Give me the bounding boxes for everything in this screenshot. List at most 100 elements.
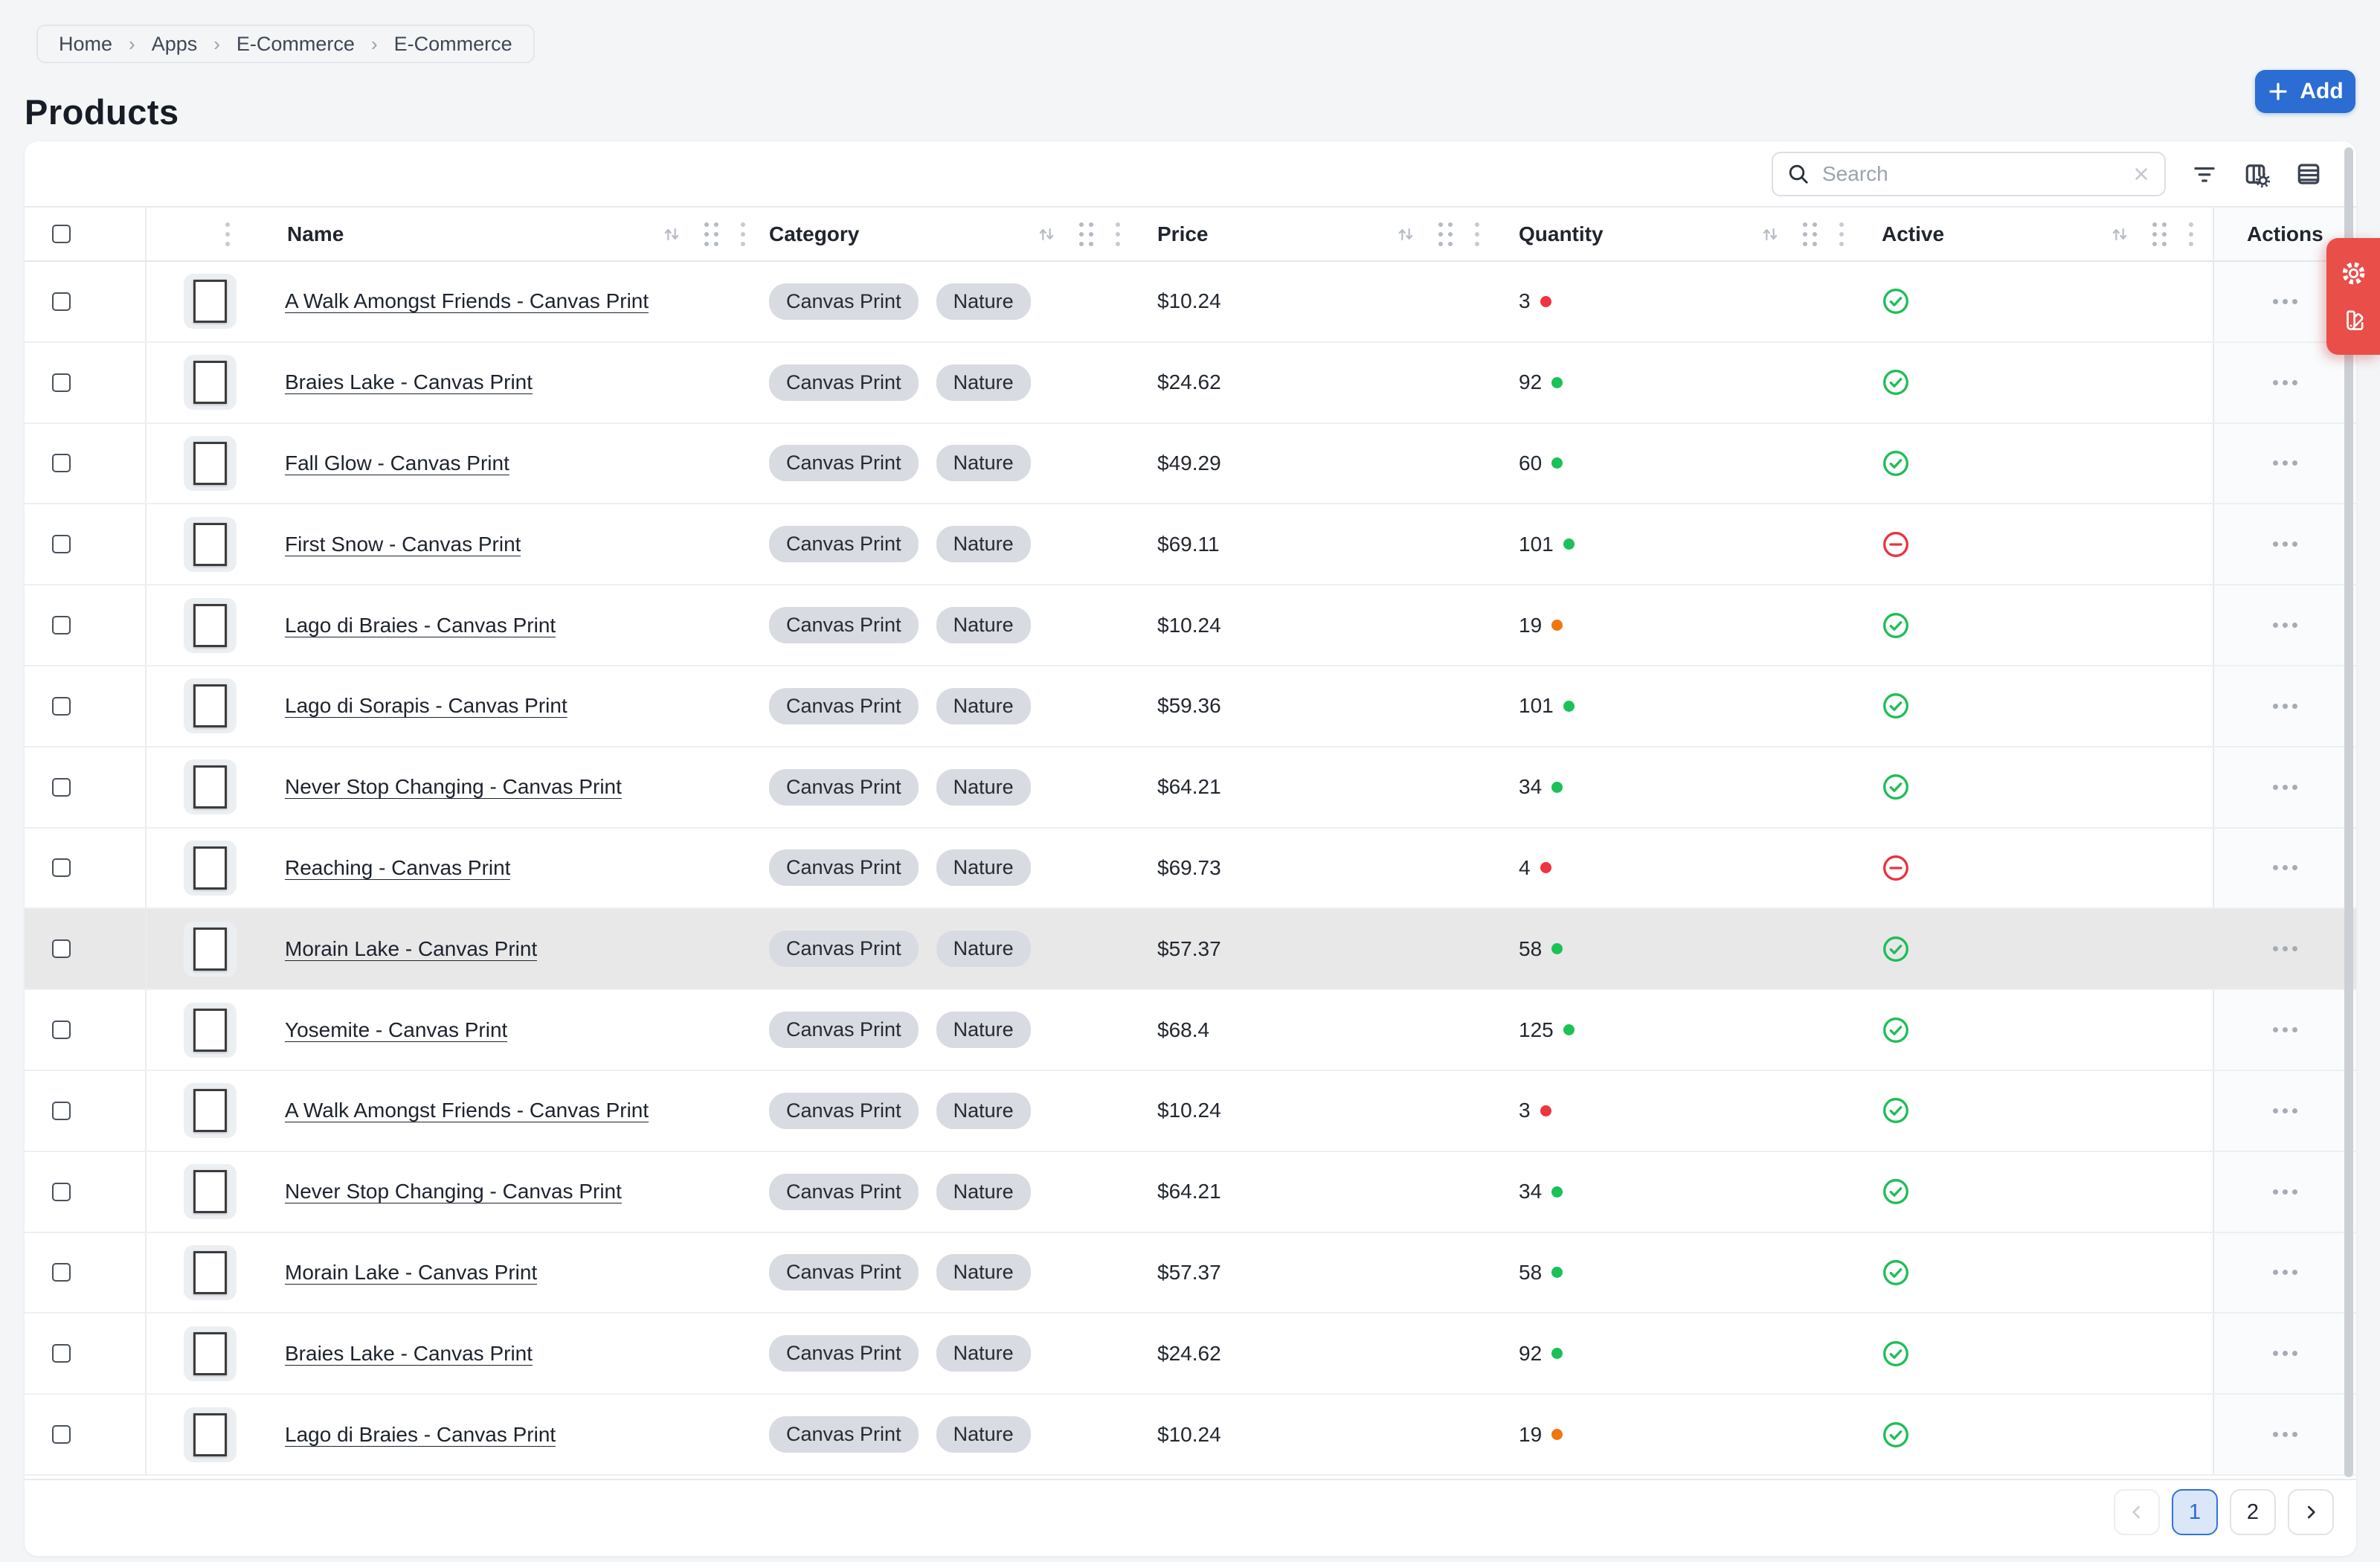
sort-icon[interactable] [1395, 224, 1416, 245]
filter-icon[interactable] [2191, 161, 2218, 187]
sort-icon[interactable] [2109, 224, 2130, 245]
active-check-icon[interactable] [1882, 692, 1910, 720]
inactive-minus-icon[interactable] [1882, 854, 1910, 882]
row-checkbox[interactable] [52, 535, 71, 554]
row-actions-menu-icon[interactable] [2273, 460, 2297, 466]
table-row[interactable]: Fall Glow - Canvas Print Canvas Print Nat… [25, 423, 2356, 505]
row-checkbox[interactable] [52, 373, 71, 392]
active-check-icon[interactable] [1882, 1340, 1910, 1368]
row-actions-menu-icon[interactable] [2273, 1432, 2297, 1438]
table-row[interactable]: First Snow - Canvas Print Canvas Print Na… [25, 504, 2356, 586]
table-row[interactable]: A Walk Amongst Friends - Canvas Print Ca… [25, 262, 2356, 343]
active-check-icon[interactable] [1882, 611, 1910, 640]
row-checkbox[interactable] [52, 292, 71, 311]
row-actions-menu-icon[interactable] [2273, 1189, 2297, 1195]
settings-gear-icon[interactable] [2341, 260, 2367, 286]
table-rows-icon[interactable] [2295, 161, 2322, 187]
active-check-icon[interactable] [1882, 773, 1910, 801]
product-name-link[interactable]: Lago di Braies - Canvas Print [285, 613, 556, 637]
header-price[interactable]: Price [1139, 208, 1499, 260]
columns-settings-icon[interactable] [2243, 161, 2270, 187]
active-check-icon[interactable] [1882, 935, 1910, 963]
row-actions-menu-icon[interactable] [2273, 865, 2297, 871]
breadcrumb-item[interactable]: Apps [151, 32, 198, 55]
row-actions-menu-icon[interactable] [2273, 623, 2297, 629]
product-name-link[interactable]: Braies Lake - Canvas Print [285, 370, 533, 394]
select-all-checkbox[interactable] [52, 225, 71, 243]
table-row[interactable]: Never Stop Changing - Canvas Print Canva… [25, 747, 2356, 829]
active-check-icon[interactable] [1882, 1096, 1910, 1125]
row-checkbox[interactable] [52, 1021, 71, 1040]
product-name-link[interactable]: Morain Lake - Canvas Print [285, 936, 538, 960]
row-actions-menu-icon[interactable] [2273, 1027, 2297, 1033]
column-menu-icon[interactable] [1839, 222, 1844, 246]
clear-search-icon[interactable] [2132, 164, 2151, 184]
table-row[interactable]: Lago di Braies - Canvas Print Canvas Pri… [25, 1395, 2356, 1476]
page-button-1[interactable]: 1 [2172, 1489, 2218, 1535]
row-checkbox[interactable] [52, 1182, 71, 1201]
product-name-link[interactable]: Never Stop Changing - Canvas Print [285, 775, 622, 799]
row-checkbox[interactable] [52, 939, 71, 959]
product-name-link[interactable]: Fall Glow - Canvas Print [285, 451, 509, 475]
table-row[interactable]: A Walk Amongst Friends - Canvas Print Ca… [25, 1070, 2356, 1152]
column-menu-icon[interactable] [1116, 222, 1120, 246]
row-checkbox[interactable] [52, 1425, 71, 1444]
product-name-link[interactable]: Never Stop Changing - Canvas Print [285, 1180, 622, 1203]
sort-icon[interactable] [661, 224, 682, 245]
table-row[interactable]: Morain Lake - Canvas Print Canvas Print N… [25, 909, 2356, 991]
row-actions-menu-icon[interactable] [2273, 703, 2297, 709]
product-name-link[interactable]: Braies Lake - Canvas Print [285, 1341, 533, 1365]
row-actions-menu-icon[interactable] [2273, 1270, 2297, 1276]
product-name-link[interactable]: Yosemite - Canvas Print [285, 1018, 508, 1041]
product-name-link[interactable]: Reaching - Canvas Print [285, 855, 511, 879]
row-checkbox[interactable] [52, 1344, 71, 1363]
column-menu-icon[interactable] [2189, 222, 2193, 246]
product-name-link[interactable]: Lago di Sorapis - Canvas Print [285, 694, 567, 718]
active-check-icon[interactable] [1882, 287, 1910, 315]
column-menu-icon[interactable] [225, 222, 230, 246]
column-menu-icon[interactable] [1475, 222, 1479, 246]
sort-icon[interactable] [1760, 224, 1781, 245]
row-checkbox[interactable] [52, 454, 71, 473]
row-actions-menu-icon[interactable] [2273, 946, 2297, 952]
breadcrumb-item[interactable]: E-Commerce [393, 32, 512, 55]
drag-handle-icon[interactable] [1438, 222, 1453, 246]
search-input[interactable] [1821, 161, 2132, 187]
column-menu-icon[interactable] [741, 222, 745, 246]
page-button-2[interactable]: 2 [2230, 1489, 2276, 1535]
table-row[interactable]: Yosemite - Canvas Print Canvas Print Natu… [25, 990, 2356, 1071]
table-row[interactable]: Morain Lake - Canvas Print Canvas Print N… [25, 1232, 2356, 1314]
active-check-icon[interactable] [1882, 1016, 1910, 1044]
theme-settings-panel[interactable] [2326, 238, 2380, 355]
table-row[interactable]: Braies Lake - Canvas Print Canvas Print N… [25, 1314, 2356, 1395]
table-row[interactable]: Lago di Sorapis - Canvas Print Canvas Pr… [25, 666, 2356, 748]
product-name-link[interactable]: A Walk Amongst Friends - Canvas Print [285, 1099, 649, 1122]
row-actions-menu-icon[interactable] [2273, 1108, 2297, 1113]
drag-handle-icon[interactable] [1803, 222, 1817, 246]
sort-icon[interactable] [1036, 224, 1057, 245]
active-check-icon[interactable] [1882, 1259, 1910, 1287]
drag-handle-icon[interactable] [1079, 222, 1093, 246]
table-row[interactable]: Braies Lake - Canvas Print Canvas Print N… [25, 342, 2356, 424]
active-check-icon[interactable] [1882, 368, 1910, 396]
add-button[interactable]: Add [2255, 70, 2355, 113]
header-active[interactable]: Active [1863, 208, 2213, 260]
row-checkbox[interactable] [52, 1101, 71, 1120]
product-name-link[interactable]: First Snow - Canvas Print [285, 532, 521, 556]
row-actions-menu-icon[interactable] [2273, 298, 2297, 304]
breadcrumb-item[interactable]: Home [59, 32, 113, 55]
product-name-link[interactable]: Lago di Braies - Canvas Print [285, 1422, 556, 1446]
row-checkbox[interactable] [52, 777, 71, 797]
row-checkbox[interactable] [52, 696, 71, 716]
header-name[interactable]: Name [147, 208, 765, 260]
breadcrumb-item[interactable]: E-Commerce [236, 32, 355, 55]
active-check-icon[interactable] [1882, 449, 1910, 478]
table-row[interactable]: Lago di Braies - Canvas Print Canvas Pri… [25, 585, 2356, 666]
row-checkbox[interactable] [52, 616, 71, 635]
table-row[interactable]: Reaching - Canvas Print Canvas Print Natu… [25, 828, 2356, 910]
product-name-link[interactable]: Morain Lake - Canvas Print [285, 1260, 538, 1284]
drag-handle-icon[interactable] [704, 222, 718, 246]
prev-page-button[interactable] [2114, 1489, 2160, 1535]
row-checkbox[interactable] [52, 1263, 71, 1282]
row-checkbox[interactable] [52, 858, 71, 878]
